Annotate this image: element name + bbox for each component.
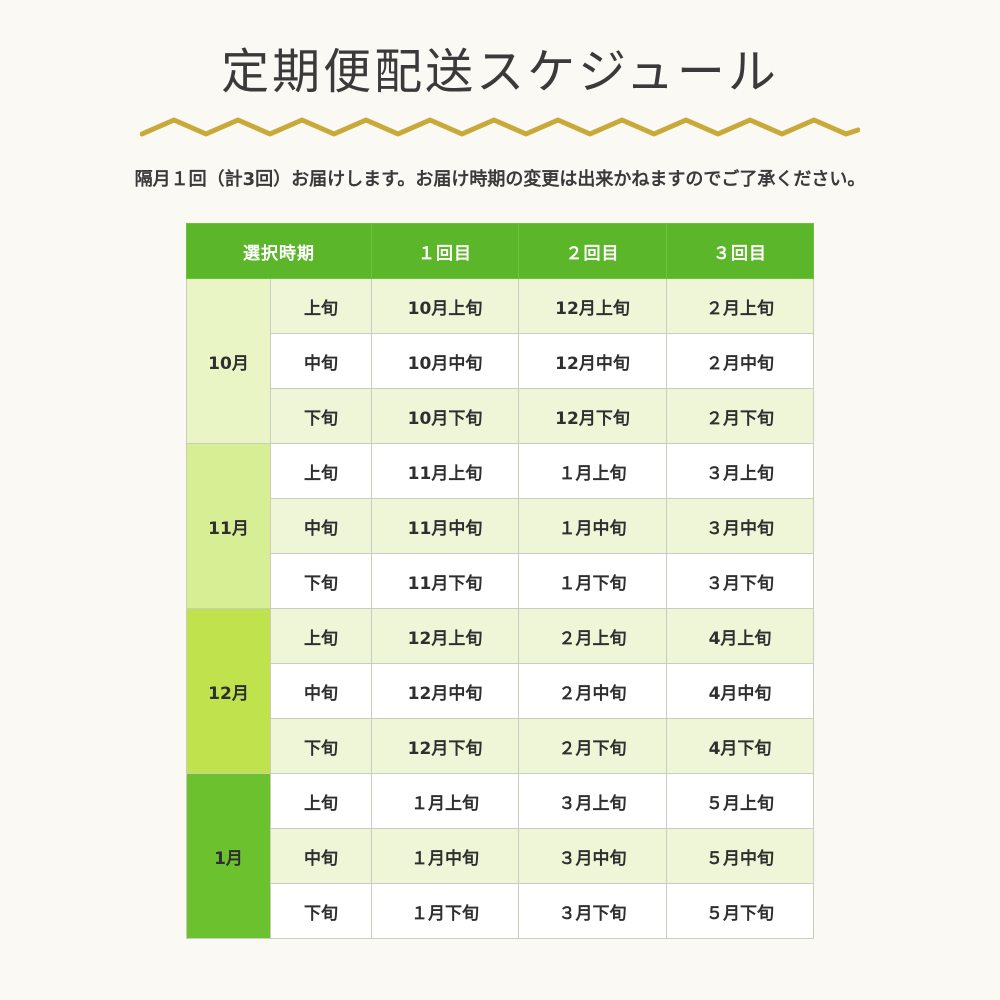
delivery-1-cell: 12月上旬: [371, 608, 519, 664]
delivery-2-cell: ３月下旬: [518, 883, 667, 939]
header-selection-period: 選択時期: [186, 223, 372, 279]
delivery-2-cell: ３月中旬: [518, 828, 667, 884]
delivery-2-cell: 12月下旬: [518, 388, 667, 444]
table-row: 中旬 11月中旬 １月中旬 ３月中旬: [187, 498, 814, 554]
delivery-1-cell: 10月下旬: [371, 388, 519, 444]
table-row: 下旬 １月下旬 ３月下旬 ５月下旬: [187, 883, 814, 939]
delivery-3-cell: ２月中旬: [666, 333, 814, 389]
delivery-1-cell: 10月中旬: [371, 333, 519, 389]
header-delivery-1: １回目: [371, 223, 519, 279]
table-row: 下旬 11月下旬 １月下旬 ３月下旬: [187, 553, 814, 609]
delivery-2-cell: 12月上旬: [518, 278, 667, 334]
period-cell: 中旬: [270, 828, 372, 884]
header-delivery-3: ３回目: [666, 223, 814, 279]
delivery-3-cell: ３月中旬: [666, 498, 814, 554]
table-row: 下旬 12月下旬 ２月下旬 4月下旬: [187, 718, 814, 774]
table-row: 中旬 １月中旬 ３月中旬 ５月中旬: [187, 828, 814, 884]
delivery-1-cell: 12月中旬: [371, 663, 519, 719]
delivery-1-cell: １月中旬: [371, 828, 519, 884]
period-cell: 上旬: [270, 608, 372, 664]
delivery-3-cell: ５月下旬: [666, 883, 814, 939]
delivery-1-cell: 12月下旬: [371, 718, 519, 774]
schedule-note: 隔月１回（計3回）お届けします。お届け時期の変更は出来かねますのでご了承ください…: [134, 169, 866, 190]
delivery-3-cell: ２月下旬: [666, 388, 814, 444]
delivery-1-cell: １月上旬: [371, 773, 519, 829]
period-cell: 上旬: [270, 278, 372, 334]
delivery-2-cell: １月上旬: [518, 443, 667, 499]
delivery-schedule-table: 選択時期 １回目 ２回目 ３回目 10月 上旬 10月上旬 12月上旬 ２月上旬…: [186, 223, 814, 939]
month-cell-october: 10月: [186, 278, 271, 444]
delivery-1-cell: 11月上旬: [371, 443, 519, 499]
delivery-3-cell: 4月上旬: [666, 608, 814, 664]
delivery-3-cell: ２月上旬: [666, 278, 814, 334]
delivery-1-cell: １月下旬: [371, 883, 519, 939]
delivery-3-cell: ３月上旬: [666, 443, 814, 499]
delivery-3-cell: ５月上旬: [666, 773, 814, 829]
table-row: 10月 上旬 10月上旬 12月上旬 ２月上旬: [186, 278, 814, 444]
delivery-3-cell: ５月中旬: [666, 828, 814, 884]
table-row: 11月 上旬 11月上旬 １月上旬 ３月上旬: [186, 443, 814, 609]
period-cell: 下旬: [270, 883, 372, 939]
delivery-1-cell: 11月下旬: [371, 553, 519, 609]
delivery-1-cell: 10月上旬: [371, 278, 519, 334]
period-cell: 下旬: [270, 388, 372, 444]
delivery-2-cell: ２月下旬: [518, 718, 667, 774]
period-cell: 中旬: [270, 663, 372, 719]
month-cell-november: 11月: [186, 443, 271, 609]
delivery-3-cell: 4月下旬: [666, 718, 814, 774]
delivery-2-cell: ２月上旬: [518, 608, 667, 664]
delivery-3-cell: ３月下旬: [666, 553, 814, 609]
period-cell: 下旬: [270, 553, 372, 609]
table-row: 下旬 10月下旬 12月下旬 ２月下旬: [187, 388, 814, 444]
period-cell: 中旬: [270, 333, 372, 389]
decorative-wave: [140, 117, 860, 137]
table-row: 12月 上旬 12月上旬 ２月上旬 4月上旬: [186, 608, 814, 774]
table-row: 1月 上旬 １月上旬 ３月上旬 ５月上旬: [186, 773, 814, 939]
delivery-2-cell: 12月中旬: [518, 333, 667, 389]
period-cell: 下旬: [270, 718, 372, 774]
period-cell: 上旬: [270, 773, 372, 829]
table-row: 中旬 10月中旬 12月中旬 ２月中旬: [187, 333, 814, 389]
delivery-3-cell: 4月中旬: [666, 663, 814, 719]
delivery-2-cell: １月下旬: [518, 553, 667, 609]
period-cell: 上旬: [270, 443, 372, 499]
period-cell: 中旬: [270, 498, 372, 554]
table-row: 中旬 12月中旬 ２月中旬 4月中旬: [187, 663, 814, 719]
month-cell-december: 12月: [186, 608, 271, 774]
delivery-2-cell: ３月上旬: [518, 773, 667, 829]
delivery-2-cell: ２月中旬: [518, 663, 667, 719]
delivery-2-cell: １月中旬: [518, 498, 667, 554]
delivery-1-cell: 11月中旬: [371, 498, 519, 554]
header-delivery-2: ２回目: [518, 223, 667, 279]
page-title: 定期便配送スケジュール: [221, 44, 779, 100]
table-header-row: 選択時期 １回目 ２回目 ３回目: [186, 223, 814, 279]
month-cell-january: 1月: [186, 773, 271, 939]
